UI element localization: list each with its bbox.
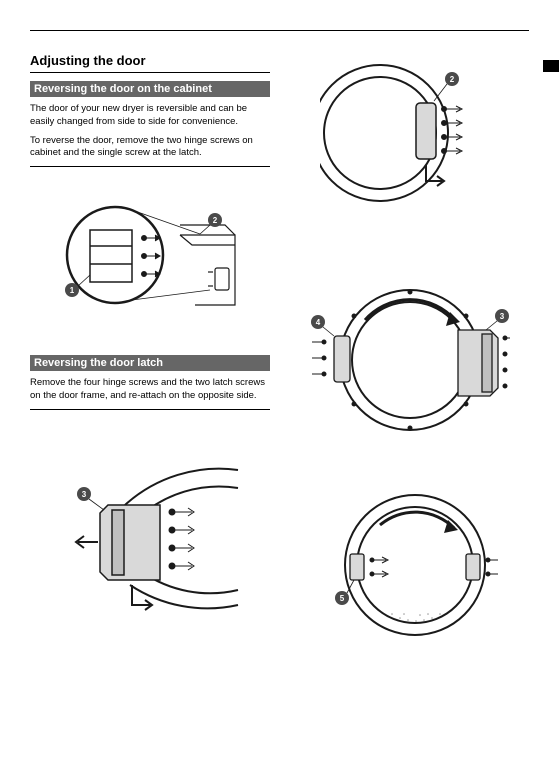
side-tab [543,60,559,72]
figure-2: 3 [60,450,240,630]
figure-5: 5 [330,480,500,650]
figure-1: 1 2 [60,190,240,330]
section-title: Adjusting the door [30,53,270,73]
svg-text:3: 3 [500,312,505,321]
subhead-cabinet: Reversing the door on the cabinet [30,81,270,97]
svg-text:4: 4 [316,318,321,327]
svg-text:2: 2 [450,75,455,84]
door-text-1: Remove the four hinge screws and the two… [30,377,270,403]
cabinet-text-1: The door of your new dryer is reversible… [30,103,270,129]
figure-4: 4 3 [310,280,510,440]
svg-text:2: 2 [213,216,218,225]
cabinet-text-2: To reverse the door, remove the two hing… [30,135,270,161]
top-rule [30,30,529,31]
subhead-door: Reversing the door latch [30,355,270,371]
figure-3: 2 [320,55,500,205]
svg-text:3: 3 [82,490,87,499]
svg-text:1: 1 [70,286,75,295]
rule-2 [30,409,270,410]
svg-text:5: 5 [340,594,345,603]
rule-1 [30,166,270,167]
